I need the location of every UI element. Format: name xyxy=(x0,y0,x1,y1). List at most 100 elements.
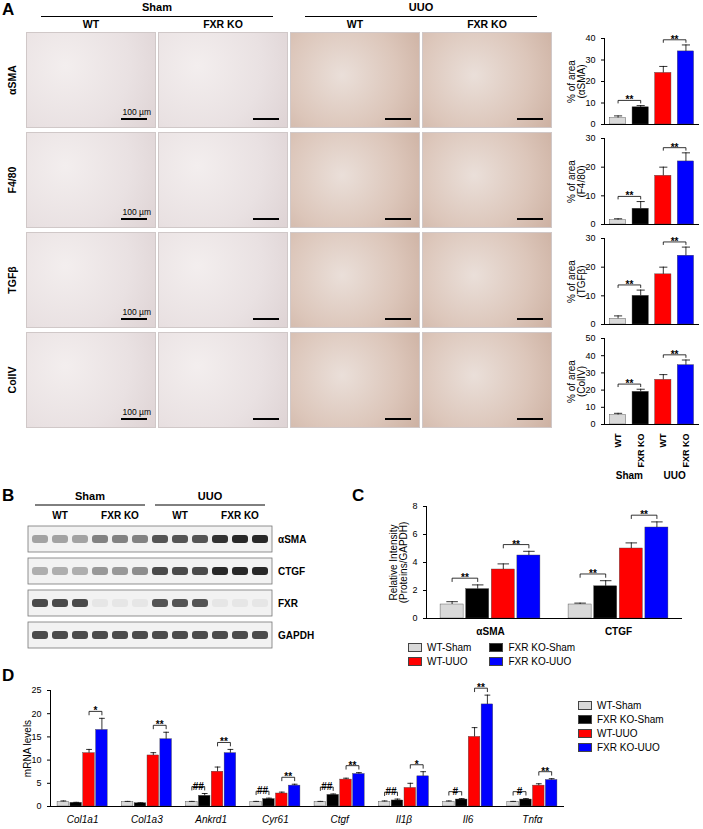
svg-text:**: ** xyxy=(512,539,520,550)
html-text:B: B xyxy=(2,486,15,505)
svg-text:**: ** xyxy=(477,682,485,693)
svg-text:% of area(TGFβ): % of area(TGFβ) xyxy=(566,260,587,303)
svg-text:*: * xyxy=(415,759,419,770)
svg-text:Relative Intensity(Proteins/GA: Relative Intensity(Proteins/GAPDH) xyxy=(388,522,409,604)
svg-text:15: 15 xyxy=(31,732,41,742)
svg-text:**: ** xyxy=(625,279,633,290)
svg-text:% of area(F4/80): % of area(F4/80) xyxy=(566,160,587,203)
svg-text:% of area(αSMA): % of area(αSMA) xyxy=(566,60,587,103)
svg-text:UUO: UUO xyxy=(198,490,223,502)
svg-text:Sham: Sham xyxy=(75,490,105,502)
svg-text:Col1a1: Col1a1 xyxy=(67,814,99,825)
svg-text:0: 0 xyxy=(36,801,41,811)
svg-text:Cyr61: Cyr61 xyxy=(262,814,289,825)
svg-text:##: ## xyxy=(193,781,205,792)
svg-text:**: ** xyxy=(671,236,679,247)
svg-text:Sham: Sham xyxy=(616,470,643,481)
svg-text:10: 10 xyxy=(31,755,41,765)
svg-text:30: 30 xyxy=(585,55,595,65)
html-text:F4/80: F4/80 xyxy=(6,166,18,194)
svg-text:20: 20 xyxy=(585,162,595,172)
svg-text:Ankrd1: Ankrd1 xyxy=(194,814,227,825)
svg-text:**: ** xyxy=(625,378,633,389)
svg-text:CTGF: CTGF xyxy=(278,566,305,577)
svg-text:0: 0 xyxy=(590,119,595,129)
svg-text:10: 10 xyxy=(585,291,595,301)
svg-text:0: 0 xyxy=(590,219,595,229)
svg-text:10: 10 xyxy=(585,402,595,412)
svg-text:Il1β: Il1β xyxy=(396,814,413,825)
svg-text:**: ** xyxy=(461,572,469,583)
svg-text:αSMA: αSMA xyxy=(476,626,504,637)
svg-text:**: ** xyxy=(640,509,648,520)
svg-text:CTGF: CTGF xyxy=(605,626,632,637)
svg-text:WT: WT xyxy=(613,433,623,447)
html-text:Sham: Sham xyxy=(142,1,172,13)
svg-text:5: 5 xyxy=(36,778,41,788)
svg-text:40: 40 xyxy=(585,351,595,361)
svg-text:0: 0 xyxy=(412,613,417,623)
svg-text:**: ** xyxy=(671,142,679,153)
svg-text:25: 25 xyxy=(31,685,41,695)
svg-text:50: 50 xyxy=(585,333,595,343)
svg-text:10: 10 xyxy=(585,98,595,108)
svg-text:**: ** xyxy=(284,771,292,782)
svg-text:30: 30 xyxy=(585,233,595,243)
svg-text:20: 20 xyxy=(585,262,595,272)
svg-text:4: 4 xyxy=(412,557,417,567)
svg-text:WT: WT xyxy=(172,510,188,521)
svg-text:**: ** xyxy=(671,349,679,360)
html-text:C: C xyxy=(352,486,365,505)
svg-text:20: 20 xyxy=(31,709,41,719)
html-text:FXR KO: FXR KO xyxy=(203,18,243,30)
svg-text:**: ** xyxy=(349,760,357,771)
svg-text:**: ** xyxy=(625,94,633,105)
html-text:WT: WT xyxy=(82,18,100,30)
svg-text:mRNA levels: mRNA levels xyxy=(22,720,33,777)
html-text:WT: WT xyxy=(346,18,364,30)
svg-text:10: 10 xyxy=(585,191,595,201)
svg-text:αSMA: αSMA xyxy=(278,534,306,545)
html-text:FXR KO: FXR KO xyxy=(467,18,507,30)
svg-text:Il6: Il6 xyxy=(463,814,474,825)
svg-text:8: 8 xyxy=(412,501,417,511)
svg-text:FXR KO: FXR KO xyxy=(101,510,139,521)
svg-text:30: 30 xyxy=(585,368,595,378)
svg-text:30: 30 xyxy=(585,133,595,143)
svg-text:##: ## xyxy=(257,785,269,796)
svg-text:40: 40 xyxy=(585,33,595,43)
html-text:αSMA: αSMA xyxy=(6,65,18,95)
svg-text:##: ## xyxy=(385,786,397,797)
svg-text:**: ** xyxy=(156,719,164,730)
svg-text:##: ## xyxy=(321,781,333,792)
html-text:UUO: UUO xyxy=(408,1,434,13)
svg-text:Tnfα: Tnfα xyxy=(522,814,542,825)
svg-text:6: 6 xyxy=(412,529,417,539)
svg-text:% of area(ColIV): % of area(ColIV) xyxy=(566,360,587,403)
svg-text:**: ** xyxy=(625,190,633,201)
html-text:A: A xyxy=(2,0,15,19)
svg-text:WT: WT xyxy=(658,433,668,447)
svg-text:FXR KO: FXR KO xyxy=(636,434,646,468)
svg-text:20: 20 xyxy=(585,76,595,86)
svg-text:WT: WT xyxy=(52,510,68,521)
svg-text:2: 2 xyxy=(412,585,417,595)
svg-text:#: # xyxy=(517,786,523,797)
svg-text:GAPDH: GAPDH xyxy=(278,630,314,641)
svg-text:Col1a3: Col1a3 xyxy=(131,814,163,825)
svg-text:*: * xyxy=(94,705,98,716)
svg-text:FXR KO: FXR KO xyxy=(681,434,691,468)
svg-text:FXR: FXR xyxy=(278,598,299,609)
svg-text:UUO: UUO xyxy=(664,470,686,481)
svg-text:#: # xyxy=(452,786,458,797)
svg-text:0: 0 xyxy=(590,419,595,429)
html-text:D: D xyxy=(2,666,15,685)
svg-text:**: ** xyxy=(220,736,228,747)
svg-text:**: ** xyxy=(671,34,679,45)
svg-text:**: ** xyxy=(541,766,549,777)
svg-text:Ctgf: Ctgf xyxy=(330,814,350,825)
svg-text:20: 20 xyxy=(585,385,595,395)
svg-text:FXR KO: FXR KO xyxy=(221,510,259,521)
svg-text:0: 0 xyxy=(590,319,595,329)
svg-text:**: ** xyxy=(589,568,597,579)
